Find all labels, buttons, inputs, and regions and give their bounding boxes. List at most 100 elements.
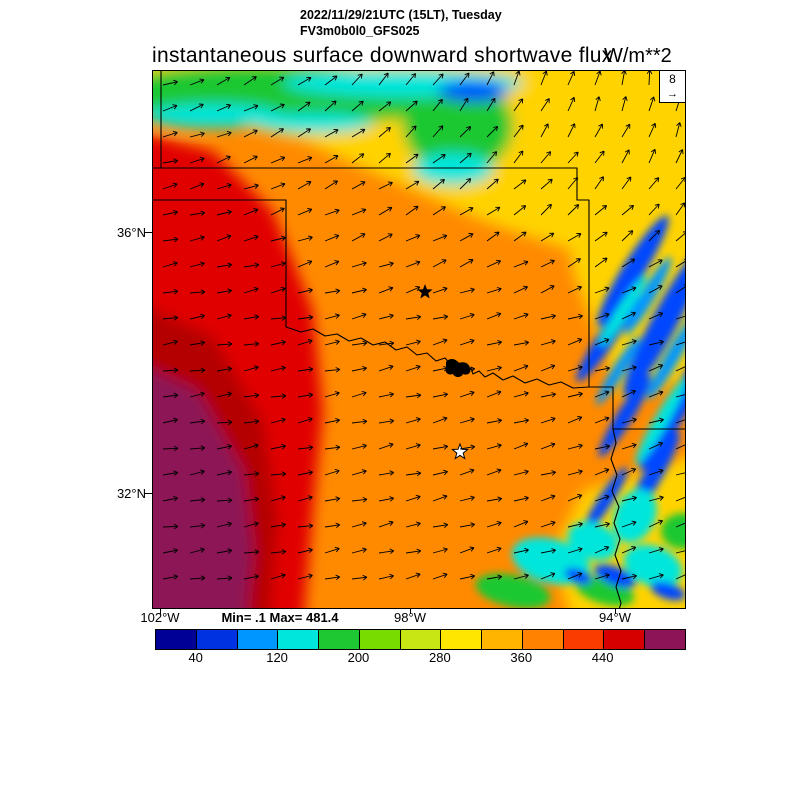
colorbar-segment [482, 630, 523, 649]
wind-arrow [189, 497, 206, 503]
wind-arrow [648, 547, 664, 554]
wind-arrow [351, 73, 363, 86]
min-max-stats: Min= .1 Max= 481.4 [221, 610, 339, 625]
wind-arrow [324, 234, 340, 242]
wind-arrow [324, 574, 341, 581]
wind-arrow [648, 203, 660, 216]
wind-arrow [162, 495, 179, 502]
wind-arrow [243, 262, 260, 269]
wind-arrow [162, 339, 178, 346]
wind-arrow [216, 366, 233, 372]
wind-arrow [621, 417, 637, 424]
map-area: 8 → [152, 70, 686, 609]
wind-arrow [513, 98, 524, 112]
wind-arrow [324, 100, 337, 112]
wind-arrow [675, 122, 682, 138]
lake-outline [445, 359, 471, 377]
wind-arrow [432, 125, 444, 138]
colorbar-tick-label: 200 [347, 650, 370, 665]
wind-arrow [324, 546, 340, 554]
wind-arrow [189, 313, 205, 320]
wind-arrow [486, 125, 499, 138]
wind-arrow [513, 150, 524, 164]
wind-arrow [594, 257, 608, 268]
wind-arrow [594, 365, 611, 372]
wind-arrow [270, 156, 286, 164]
wind-arrow [270, 495, 286, 502]
wind-arrow [621, 389, 636, 398]
wind-arrow [378, 181, 393, 190]
wind-arrow [675, 149, 684, 164]
wind-arrow [675, 419, 685, 424]
wind-arrow [297, 156, 313, 164]
wind-arrow [270, 207, 285, 216]
wind-arrow [513, 179, 527, 190]
wind-arrow [459, 366, 476, 372]
wind-arrow [621, 573, 637, 580]
wind-arrow [270, 471, 287, 477]
plot-title: instantaneous surface downward shortwave… [152, 44, 613, 67]
wind-arrow [486, 390, 502, 398]
wind-arrow [675, 202, 685, 216]
wind-arrow [297, 573, 313, 580]
wind-arrow [594, 468, 610, 476]
wind-arrow [567, 233, 582, 242]
wind-arrow [540, 548, 557, 554]
wind-arrow [324, 468, 340, 476]
border-east-ok [576, 167, 590, 388]
wind-arrow [675, 315, 685, 320]
wind-arrow [324, 208, 340, 216]
wind-arrow [621, 495, 637, 502]
wind-arrow [297, 128, 312, 138]
wind-arrow [513, 495, 529, 502]
wind-arrow [567, 204, 580, 216]
wind-arrow [351, 128, 366, 138]
wind-arrow [648, 573, 664, 580]
wind-arrow [675, 231, 685, 242]
wind-arrow [567, 443, 583, 450]
wind-arrow [162, 236, 179, 243]
wind-arrow [513, 71, 521, 86]
wind-arrow [567, 365, 583, 372]
wind-arrow [432, 547, 448, 554]
wind-arrow [405, 234, 421, 242]
wind-arrow [486, 151, 498, 164]
wind-arrow [243, 471, 260, 477]
colorbar-tick-label: 440 [591, 650, 614, 665]
wind-arrow [675, 550, 685, 554]
wind-arrow [432, 206, 446, 216]
wind-arrow [405, 339, 421, 346]
wind-arrow [594, 521, 610, 528]
wind-arrow [216, 575, 233, 581]
wind-arrow [324, 260, 340, 268]
wind-arrow [324, 129, 339, 138]
wind-arrow [540, 151, 552, 164]
wind-arrow [675, 394, 685, 398]
wind-arrow [540, 520, 556, 528]
wind-arrow [162, 445, 179, 452]
wind-arrow [621, 204, 635, 216]
wind-vectors-layer [162, 71, 685, 581]
colorbar-tick-label: 360 [510, 650, 533, 665]
wind-arrow [621, 149, 630, 164]
wind-arrow [540, 123, 549, 138]
wind-arrow [243, 392, 260, 399]
units-label: W/m**2 [604, 45, 672, 67]
lat-tick [144, 493, 152, 494]
flux-field [153, 71, 685, 608]
wind-arrow [621, 258, 636, 268]
wind-arrow [297, 366, 314, 373]
wind-arrow [459, 338, 475, 346]
wind-arrow [162, 130, 178, 138]
wind-arrow [243, 155, 258, 164]
wind-arrow [459, 444, 476, 450]
wind-arrow [243, 129, 258, 138]
wind-arrow [567, 258, 581, 268]
wind-arrow [459, 573, 476, 580]
wind-arrow [351, 443, 367, 450]
wind-arrow [513, 205, 527, 216]
wind-arrow [378, 364, 394, 372]
wind-arrow [189, 182, 205, 190]
wind-arrow [189, 522, 206, 529]
wind-arrow [675, 522, 685, 528]
